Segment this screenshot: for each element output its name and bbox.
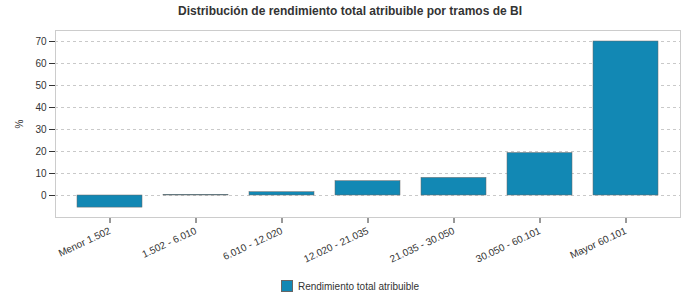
svg-text:30: 30	[35, 124, 47, 135]
svg-text:30.050 - 60.101: 30.050 - 60.101	[474, 225, 543, 265]
svg-text:10: 10	[35, 168, 47, 179]
svg-text:50: 50	[35, 80, 47, 91]
svg-text:40: 40	[35, 102, 47, 113]
html-text:Distribución de rendimiento to: Distribución de rendimiento total atribu…	[178, 4, 522, 18]
svg-text:1.502 - 6.010: 1.502 - 6.010	[140, 225, 198, 260]
svg-text:12.020 - 21.035: 12.020 - 21.035	[302, 225, 371, 265]
svg-text:Mayor 60.101: Mayor 60.101	[568, 225, 628, 261]
svg-text:70: 70	[35, 36, 47, 47]
svg-text:21.035 - 30.050: 21.035 - 30.050	[388, 225, 457, 265]
svg-text:%: %	[14, 119, 25, 128]
svg-text:Menor 1.502: Menor 1.502	[57, 225, 113, 259]
svg-text:60: 60	[35, 58, 47, 69]
html-text:Rendimiento total atribuible: Rendimiento total atribuible	[297, 280, 420, 292]
svg-text:20: 20	[35, 146, 47, 157]
svg-text:6.010 - 12.020: 6.010 - 12.020	[221, 225, 285, 262]
svg-text:0: 0	[41, 190, 47, 201]
